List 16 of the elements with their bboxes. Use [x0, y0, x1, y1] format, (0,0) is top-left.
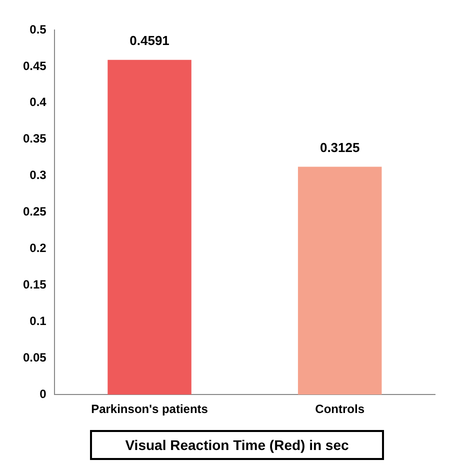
y-tick-label: 0.2 [30, 241, 47, 256]
y-tick-label: 0.1 [30, 314, 47, 328]
x-axis-title: Visual Reaction Time (Red) in sec [90, 430, 384, 460]
y-tick-label: 0.25 [22, 204, 47, 219]
y-tick-label: 0.05 [22, 350, 47, 364]
x-tick-label: Controls [315, 402, 365, 416]
y-tick-label: 0.45 [22, 58, 47, 73]
y-tick-label: 0.35 [22, 132, 47, 146]
data-label: 0.4591 [130, 32, 170, 48]
x-tick-label: Parkinson's patients [91, 402, 208, 416]
data-label: 0.3125 [320, 140, 360, 155]
y-tick-label: 0.15 [22, 278, 47, 292]
y-tick-label: 0.4 [30, 95, 47, 110]
y-tick-label: 0 [40, 386, 47, 401]
y-tick-label: 0.5 [30, 22, 47, 36]
y-tick-label: 0.3 [30, 168, 47, 182]
